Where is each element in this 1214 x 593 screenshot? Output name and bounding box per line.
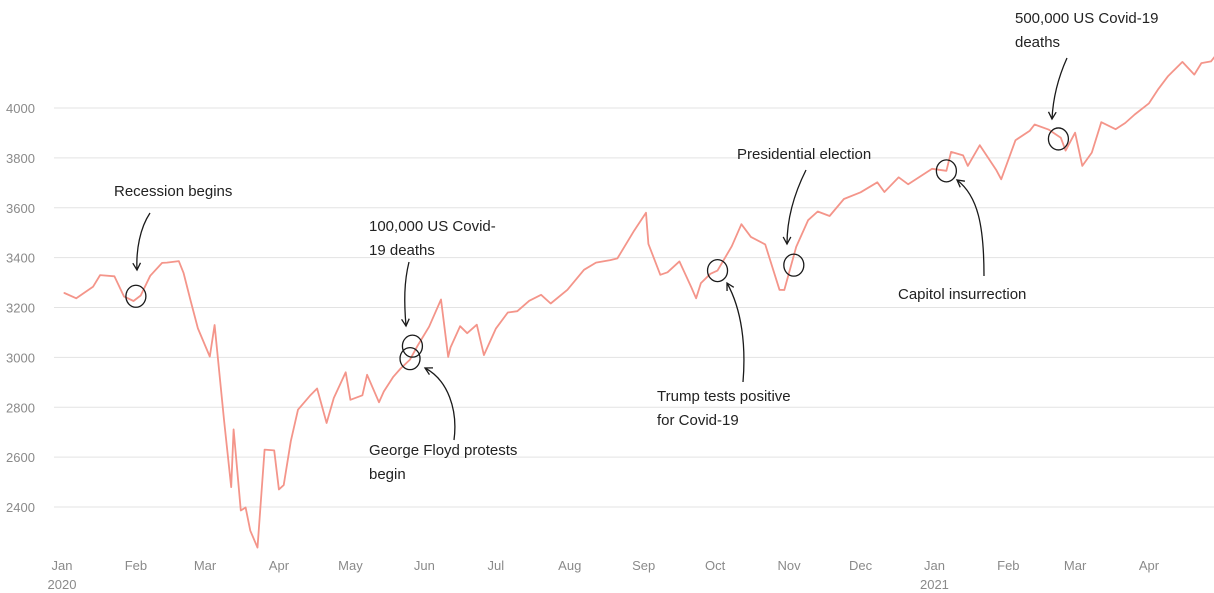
- arrowhead: [955, 179, 966, 188]
- annotation-label: Recession begins: [114, 183, 232, 200]
- annotation: 100,000 US Covid- 19 deaths: [369, 218, 496, 358]
- arrowhead: [782, 236, 792, 246]
- annotation: George Floyd protests begin: [369, 346, 517, 483]
- arrowhead: [132, 262, 142, 272]
- y-tick-label: 2600: [6, 450, 35, 465]
- annotation-label: Presidential election: [737, 146, 871, 163]
- grid: [54, 107, 1214, 508]
- annotation-circle: [399, 346, 421, 371]
- x-tick-label: Feb: [125, 558, 147, 573]
- x-tick-label: Oct: [705, 558, 726, 573]
- arrowhead: [401, 318, 410, 328]
- annotation-label: Capitol insurrection: [898, 286, 1026, 303]
- y-tick-label: 2400: [6, 500, 35, 515]
- annotation-circle: [935, 159, 958, 183]
- x-tick-label: Sep: [632, 558, 655, 573]
- series-line: [63, 56, 1214, 549]
- y-tick-label: 3600: [6, 201, 35, 216]
- annotation-circle: [401, 334, 424, 358]
- x-tick-label: Dec: [849, 558, 873, 573]
- annotation: Capitol insurrection: [898, 159, 1026, 303]
- annotation: Presidential election: [737, 146, 871, 277]
- x-tick-label: Feb: [997, 558, 1019, 573]
- x-tick-label: Nov: [777, 558, 801, 573]
- arrowhead: [726, 281, 735, 292]
- annotation: Recession begins: [114, 183, 232, 308]
- x-tick-label: Jul: [488, 558, 505, 573]
- y-tick-label: 3000: [6, 350, 35, 365]
- x-tick-label: Apr: [1139, 558, 1160, 573]
- annotation: Trump tests positive for Covid-19: [657, 258, 791, 429]
- annotation-circle: [1047, 127, 1070, 151]
- x-tick-year-label: 2020: [48, 577, 77, 592]
- x-tick-label: Jan: [924, 558, 945, 573]
- annotation: 500,000 US Covid-19 deaths: [1015, 10, 1158, 151]
- annotation-label: 500,000 US Covid-19: [1015, 10, 1158, 27]
- x-tick-label: May: [338, 558, 363, 573]
- annotation-label: deaths: [1015, 34, 1060, 51]
- x-tick-label: Jan: [52, 558, 73, 573]
- y-tick-label: 3400: [6, 251, 35, 266]
- x-tick-label: Apr: [269, 558, 290, 573]
- annotation-arrow: [726, 282, 745, 383]
- x-tick-label: Mar: [194, 558, 217, 573]
- annotation-label: Trump tests positive: [657, 388, 791, 405]
- annotation-arrow: [404, 261, 410, 327]
- arrowhead: [1047, 111, 1057, 121]
- annotation-label: 19 deaths: [369, 242, 435, 259]
- annotation-arrow: [786, 169, 807, 245]
- y-tick-label: 3200: [6, 301, 35, 316]
- annotation-label: 100,000 US Covid-: [369, 218, 496, 235]
- x-tick-year-label: 2021: [920, 577, 949, 592]
- annotation-circle: [125, 284, 147, 308]
- annotation-arrow: [956, 179, 985, 277]
- annotation-arrow: [136, 212, 151, 271]
- x-tick-label: Jun: [414, 558, 435, 573]
- annotation-label: George Floyd protests: [369, 442, 517, 459]
- annotation-circle: [706, 258, 729, 283]
- annotation-label: begin: [369, 466, 406, 483]
- y-tick-label: 2800: [6, 400, 35, 415]
- x-tick-label: Mar: [1064, 558, 1087, 573]
- annotation-label: for Covid-19: [657, 412, 739, 429]
- y-tick-label: 3800: [6, 151, 35, 166]
- annotation-arrow: [1051, 57, 1068, 120]
- y-tick-label: 4000: [6, 101, 35, 116]
- annotation-arrow: [424, 367, 456, 441]
- arrowhead: [423, 367, 434, 376]
- annotation-circle: [783, 253, 805, 277]
- x-tick-label: Aug: [558, 558, 581, 573]
